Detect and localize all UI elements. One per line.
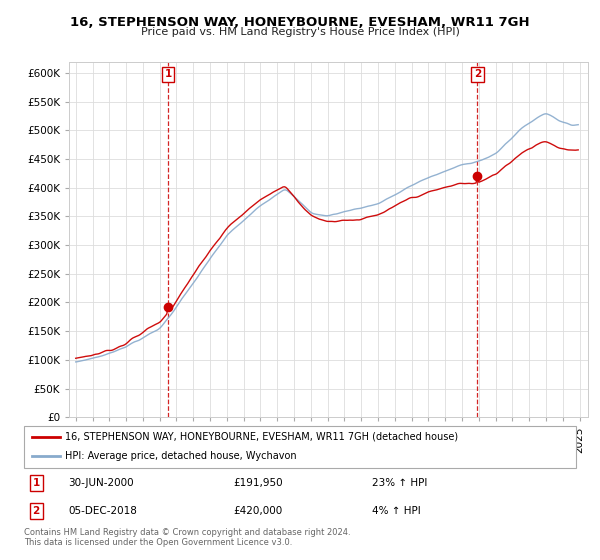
FancyBboxPatch shape — [24, 426, 576, 468]
Text: Contains HM Land Registry data © Crown copyright and database right 2024.
This d: Contains HM Land Registry data © Crown c… — [24, 528, 350, 547]
Text: £420,000: £420,000 — [234, 506, 283, 516]
Text: 1: 1 — [164, 69, 172, 79]
Text: 05-DEC-2018: 05-DEC-2018 — [68, 506, 137, 516]
Text: HPI: Average price, detached house, Wychavon: HPI: Average price, detached house, Wych… — [65, 451, 297, 461]
Text: 4% ↑ HPI: 4% ↑ HPI — [372, 506, 421, 516]
Text: 2: 2 — [32, 506, 40, 516]
Text: 2: 2 — [474, 69, 481, 79]
Text: 16, STEPHENSON WAY, HONEYBOURNE, EVESHAM, WR11 7GH (detached house): 16, STEPHENSON WAY, HONEYBOURNE, EVESHAM… — [65, 432, 458, 442]
Text: Price paid vs. HM Land Registry's House Price Index (HPI): Price paid vs. HM Land Registry's House … — [140, 27, 460, 37]
Text: £191,950: £191,950 — [234, 478, 283, 488]
Text: 1: 1 — [32, 478, 40, 488]
Text: 30-JUN-2000: 30-JUN-2000 — [68, 478, 134, 488]
Text: 16, STEPHENSON WAY, HONEYBOURNE, EVESHAM, WR11 7GH: 16, STEPHENSON WAY, HONEYBOURNE, EVESHAM… — [70, 16, 530, 29]
Text: 23% ↑ HPI: 23% ↑ HPI — [372, 478, 427, 488]
